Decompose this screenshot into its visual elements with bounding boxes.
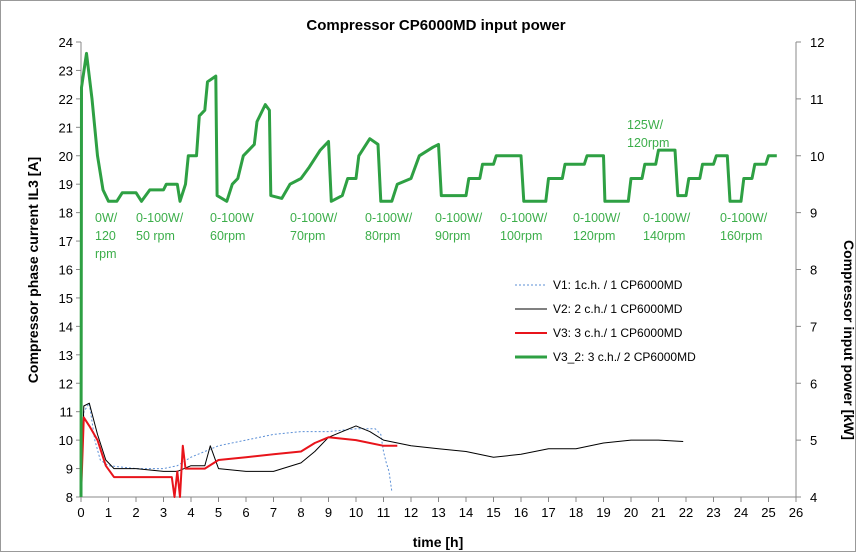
y-tick-label: 9 bbox=[66, 462, 73, 477]
annotation: 125W/ bbox=[627, 118, 664, 132]
x-tick-label: 4 bbox=[187, 505, 194, 520]
y-tick-label: 19 bbox=[59, 177, 73, 192]
x-tick-label: 10 bbox=[349, 505, 363, 520]
x-axis-label: time [h] bbox=[413, 534, 464, 550]
annotation: 70rpm bbox=[290, 229, 325, 243]
x-tick-label: 2 bbox=[132, 505, 139, 520]
y-tick-label: 23 bbox=[59, 63, 73, 78]
y-tick-label: 22 bbox=[59, 92, 73, 107]
annotation: 80rpm bbox=[365, 229, 400, 243]
annotation: 0-100W/ bbox=[643, 211, 691, 225]
x-tick-label: 16 bbox=[514, 505, 528, 520]
x-tick-label: 8 bbox=[297, 505, 304, 520]
x-tick-label: 25 bbox=[761, 505, 775, 520]
annotation: 0-100W/ bbox=[435, 211, 483, 225]
y-tick-label: 24 bbox=[59, 35, 73, 50]
y-tick-label: 20 bbox=[59, 149, 73, 164]
x-tick-label: 14 bbox=[459, 505, 473, 520]
annotation: 50 rpm bbox=[136, 229, 175, 243]
annotation: 0W/ bbox=[95, 211, 118, 225]
annotation: 160rpm bbox=[720, 229, 762, 243]
annotation: 0-100W/ bbox=[365, 211, 413, 225]
annotation: 60rpm bbox=[210, 229, 245, 243]
annotation: 100rpm bbox=[500, 229, 542, 243]
y-tick-label: 14 bbox=[59, 319, 73, 334]
y2-tick-label: 4 bbox=[810, 490, 817, 505]
y2-axis-label: Compressor input power [kW] bbox=[841, 240, 856, 440]
y-tick-label: 13 bbox=[59, 348, 73, 363]
x-tick-label: 9 bbox=[325, 505, 332, 520]
y2-tick-label: 7 bbox=[810, 319, 817, 334]
annotation: 90rpm bbox=[435, 229, 470, 243]
y-tick-label: 17 bbox=[59, 234, 73, 249]
y2-tick-label: 11 bbox=[810, 92, 824, 107]
x-tick-label: 18 bbox=[569, 505, 583, 520]
x-tick-label: 1 bbox=[105, 505, 112, 520]
series-line bbox=[80, 416, 398, 498]
y-tick-label: 10 bbox=[59, 433, 73, 448]
x-tick-label: 21 bbox=[651, 505, 665, 520]
x-tick-label: 24 bbox=[734, 505, 748, 520]
legend-label: V2: 2 c.h./ 1 CP6000MD bbox=[553, 302, 683, 316]
y-tick-label: 8 bbox=[66, 490, 73, 505]
annotation: 0-100W bbox=[210, 211, 254, 225]
x-tick-label: 20 bbox=[624, 505, 638, 520]
x-tick-label: 17 bbox=[541, 505, 555, 520]
x-tick-label: 7 bbox=[270, 505, 277, 520]
x-tick-label: 22 bbox=[679, 505, 693, 520]
annotation: 120rpm bbox=[573, 229, 615, 243]
y-tick-label: 21 bbox=[59, 120, 73, 135]
annotation: 0-100W/ bbox=[136, 211, 184, 225]
x-tick-label: 12 bbox=[404, 505, 418, 520]
y2-tick-label: 5 bbox=[810, 433, 817, 448]
y-tick-label: 15 bbox=[59, 291, 73, 306]
annotation: 0-100W/ bbox=[500, 211, 548, 225]
x-tick-label: 15 bbox=[486, 505, 500, 520]
x-tick-label: 19 bbox=[596, 505, 610, 520]
y2-tick-label: 12 bbox=[810, 35, 824, 50]
y-tick-label: 11 bbox=[60, 405, 74, 420]
legend-label: V3: 3 c.h./ 1 CP6000MD bbox=[553, 326, 683, 340]
x-tick-label: 13 bbox=[431, 505, 445, 520]
legend-label: V1: 1c.h. / 1 CP6000MD bbox=[553, 278, 683, 292]
y-tick-label: 12 bbox=[59, 376, 73, 391]
legend-box bbox=[504, 269, 786, 367]
x-tick-label: 5 bbox=[215, 505, 222, 520]
annotation: 140rpm bbox=[643, 229, 685, 243]
x-tick-label: 0 bbox=[77, 505, 84, 520]
annotation: 0-100W/ bbox=[290, 211, 338, 225]
y-tick-label: 16 bbox=[59, 263, 73, 278]
annotation: 0-100W/ bbox=[720, 211, 768, 225]
x-tick-label: 23 bbox=[706, 505, 720, 520]
x-tick-label: 26 bbox=[789, 505, 803, 520]
y2-tick-label: 8 bbox=[810, 263, 817, 278]
y-axis-label: Compressor phase current IL3 [A] bbox=[25, 157, 41, 383]
y2-tick-label: 6 bbox=[810, 376, 817, 391]
annotation: 0-100W/ bbox=[573, 211, 621, 225]
y2-tick-label: 9 bbox=[810, 206, 817, 221]
chart-title: Compressor CP6000MD input power bbox=[306, 17, 565, 34]
annotation: rpm bbox=[95, 247, 117, 261]
annotation: 120 bbox=[95, 229, 116, 243]
legend-label: V3_2: 3 c.h./ 2 CP6000MD bbox=[553, 350, 696, 364]
y2-tick-label: 10 bbox=[810, 149, 824, 164]
x-tick-label: 6 bbox=[242, 505, 249, 520]
series-line bbox=[79, 51, 777, 498]
x-tick-label: 3 bbox=[160, 505, 167, 520]
annotation: 120rpm bbox=[627, 136, 669, 150]
series-line bbox=[80, 402, 393, 498]
series-line bbox=[80, 402, 684, 498]
y-tick-label: 18 bbox=[59, 206, 73, 221]
x-tick-label: 11 bbox=[377, 505, 391, 520]
